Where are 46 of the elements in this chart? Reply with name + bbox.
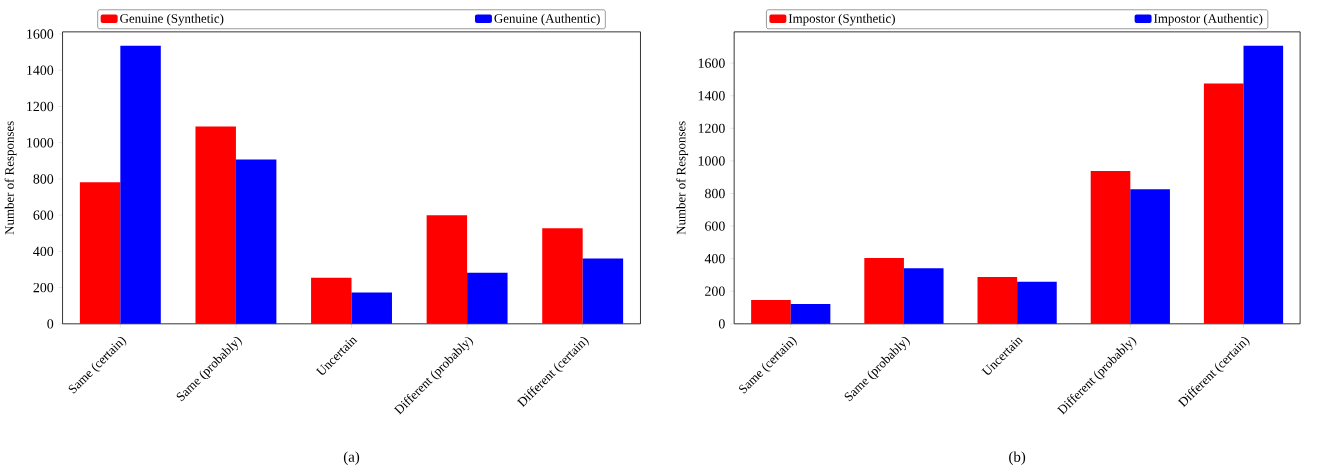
bar (1130, 189, 1170, 324)
y-tick-label: 1200 (27, 101, 54, 112)
y-tick-label: 600 (705, 221, 725, 231)
y-tick-label: 1400 (27, 65, 54, 75)
bar (311, 277, 352, 324)
y-tick-label: 1000 (698, 156, 725, 166)
y-tick-label: 1000 (27, 137, 54, 148)
bar (426, 215, 468, 324)
bar (235, 159, 277, 324)
y-tick-label: 0 (47, 318, 54, 329)
y-tick-label: 600 (33, 210, 54, 220)
y-tick-label: 0 (718, 318, 725, 329)
bar (195, 126, 236, 324)
legend-label: Genuine (Synthetic) (120, 13, 224, 26)
y-tick-label: 800 (33, 174, 54, 184)
y-tick-label: 400 (33, 246, 54, 256)
bar (79, 182, 121, 324)
bar (864, 257, 904, 324)
bar (751, 299, 791, 324)
bar (1203, 83, 1244, 324)
bar (1090, 170, 1131, 324)
y-tick-label: 400 (704, 253, 725, 264)
bar (351, 292, 392, 324)
legend-label: Genuine (Authentic) (494, 13, 600, 26)
y-tick-label: 200 (33, 282, 54, 293)
y-axis-title: Number of Responses (676, 121, 689, 235)
y-tick-label: 1200 (698, 123, 725, 133)
bar (467, 272, 508, 324)
text: (a) (343, 451, 360, 465)
bar (903, 268, 944, 324)
y-tick-label: 1600 (698, 58, 725, 68)
bar (977, 276, 1018, 324)
bar (1017, 281, 1057, 324)
y-tick-label: 800 (705, 188, 725, 199)
y-tick-label: 1400 (698, 90, 725, 101)
bar (542, 228, 583, 324)
bar (1243, 45, 1284, 324)
y-tick-label: 1600 (27, 29, 54, 39)
legend-label: Impostor (Synthetic) (788, 13, 895, 26)
legend-label: Impostor (Authentic) (1154, 13, 1263, 26)
bar (790, 303, 831, 324)
y-tick-label: 200 (705, 286, 725, 296)
bar (120, 45, 161, 324)
text: (b) (1009, 451, 1026, 465)
bar (582, 258, 624, 324)
y-axis-title: Number of Responses (4, 121, 17, 235)
